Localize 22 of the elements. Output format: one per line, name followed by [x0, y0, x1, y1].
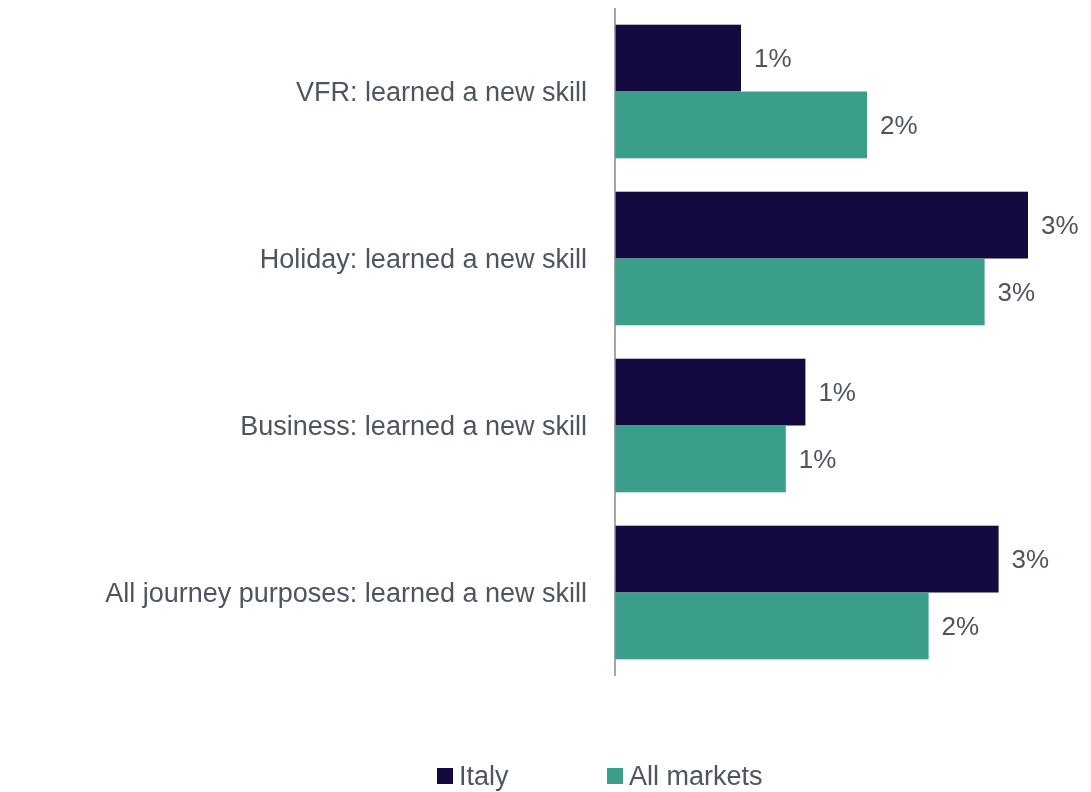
y-tick-label: Business: learned a new skill [240, 410, 587, 441]
bar [615, 592, 929, 660]
data-label: 1% [818, 377, 856, 408]
bar [615, 91, 867, 159]
bar [615, 425, 786, 493]
legend-label: Italy [459, 761, 510, 792]
data-label: 2% [880, 110, 918, 140]
data-label: 1% [798, 444, 837, 474]
data-label: 3% [1041, 210, 1079, 241]
y-tick-label: Holiday: learned a new skill [259, 243, 587, 274]
data-label: 3% [997, 277, 1036, 307]
data-label: 2% [941, 611, 980, 641]
bar [615, 258, 985, 326]
y-tick-label: All journey purposes: learned a new skill [105, 577, 587, 608]
bar [615, 191, 1028, 259]
bar [615, 24, 741, 92]
legend-label: All markets [629, 761, 763, 792]
data-label: 3% [1011, 544, 1050, 575]
y-tick-label: VFR: learned a new skill [295, 76, 587, 107]
data-label: 1% [754, 43, 792, 74]
bar [615, 358, 806, 426]
bar [615, 525, 999, 593]
